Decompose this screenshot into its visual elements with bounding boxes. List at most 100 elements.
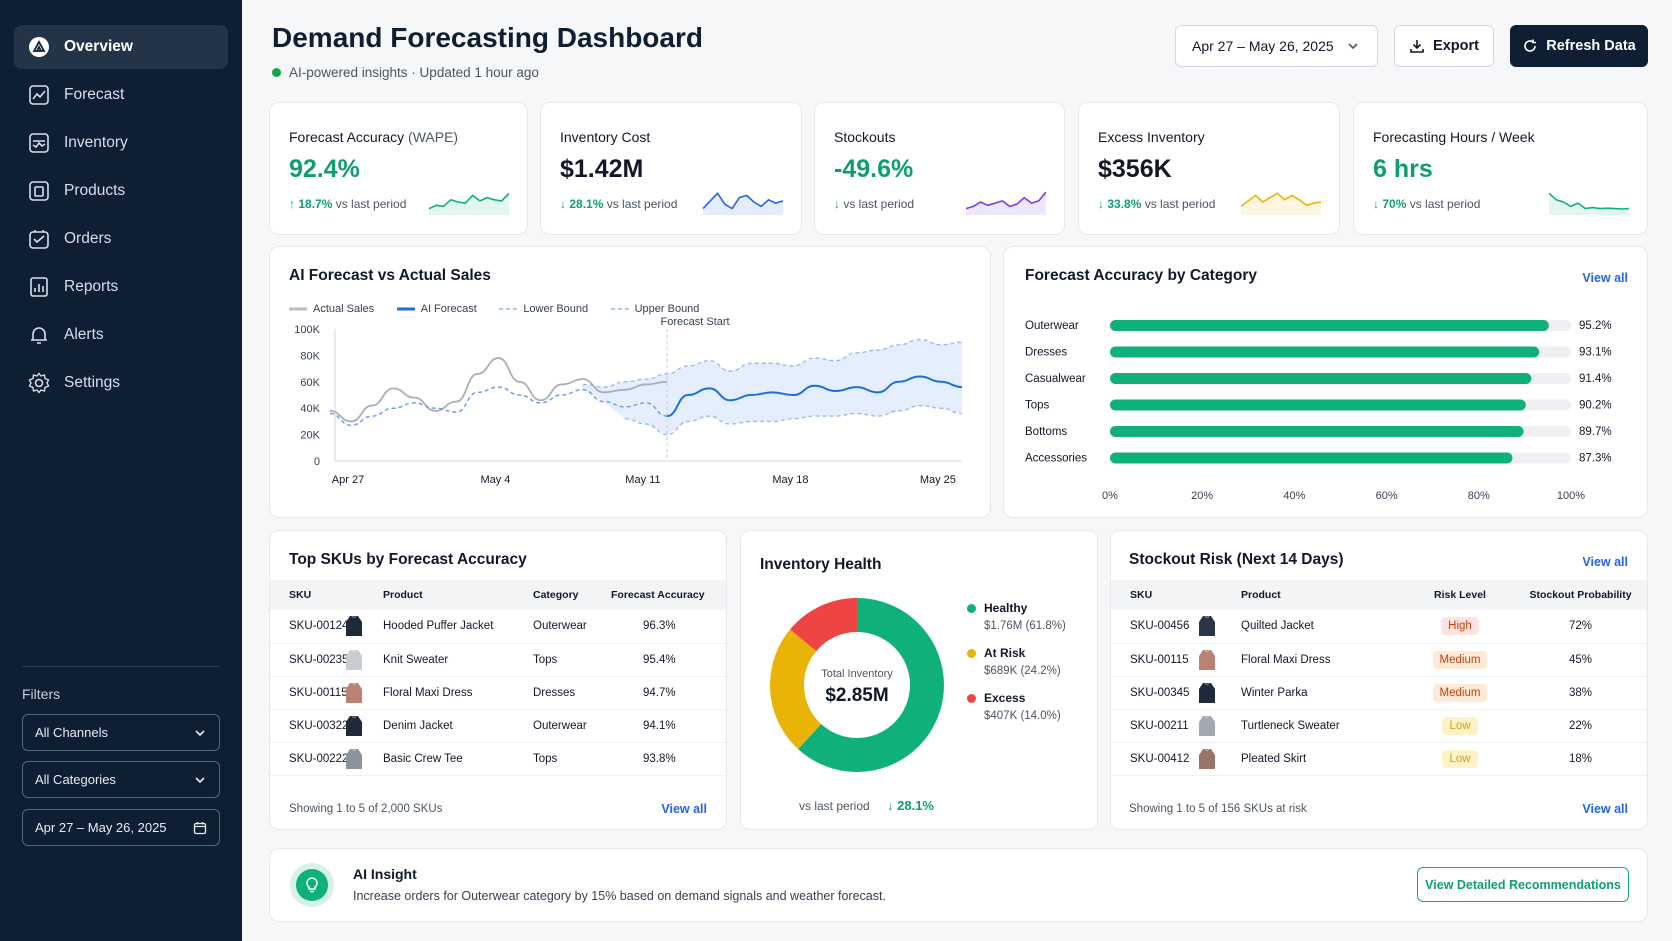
channel-filter-select[interactable]: All Channels: [22, 714, 220, 751]
arrow-icon: ↓: [1098, 197, 1104, 211]
top-skus-card: Top SKUs by Forecast Accuracy SKU Produc…: [269, 530, 727, 830]
date-filter-value: Apr 27 – May 26, 2025: [35, 820, 167, 835]
sku-cell: SKU-00115: [270, 676, 383, 710]
kpi-label: Excess Inventory: [1098, 129, 1205, 145]
page-subtitle: AI-powered insights · Updated 1 hour ago: [272, 65, 539, 80]
upper-bound-line: [582, 338, 963, 388]
legend-item-upper: Upper Bound: [610, 303, 700, 315]
sidebar-item-reports[interactable]: Reports: [14, 265, 228, 309]
sidebar-item-orders[interactable]: Orders: [14, 217, 228, 261]
refresh-data-button[interactable]: Refresh Data: [1510, 25, 1648, 67]
footer-label: vs last period: [799, 799, 870, 813]
card-title: Forecast Accuracy by Category: [1025, 267, 1258, 284]
probability-cell: 22%: [1514, 709, 1647, 743]
kpi-delta: ↑ 18.7% vs last period: [289, 197, 407, 211]
sku-cell: SKU-00222: [270, 742, 383, 776]
chevron-down-icon: [195, 776, 205, 783]
probability-cell: 38%: [1514, 676, 1647, 710]
arrow-icon: ↓: [1373, 197, 1379, 211]
table-footer-text: Showing 1 to 5 of 156 SKUs at risk: [1129, 803, 1307, 815]
table-row[interactable]: SKU-00322 Denim Jacket Outerwear 94.1%: [270, 709, 726, 743]
kpi-sparkline: [703, 192, 783, 215]
sku-cell: SKU-00322: [270, 709, 383, 743]
table-row[interactable]: SKU-00115 Floral Maxi Dress Medium 45%: [1111, 643, 1647, 677]
chart-legend: Actual Sales AI Forecast Lower Bound Upp…: [289, 299, 717, 317]
table-row[interactable]: SKU-00345 Winter Parka Medium 38%: [1111, 676, 1647, 710]
x-tick-label: Apr 27: [332, 474, 364, 486]
table-row[interactable]: SKU-00412 Pleated Skirt Low 18%: [1111, 742, 1647, 776]
table-row[interactable]: SKU-00456 Quilted Jacket High 72%: [1111, 610, 1647, 644]
y-tick-label: 0: [314, 456, 320, 468]
export-label: Export: [1433, 38, 1479, 54]
bar-category-label: Tops: [1025, 400, 1050, 412]
kpi-delta: ↓ vs last period: [834, 197, 915, 211]
sku-cell: SKU-00412: [1111, 742, 1241, 776]
sidebar-item-settings[interactable]: Settings: [14, 361, 228, 405]
category-cell: Tops: [533, 742, 611, 776]
product-cell: Hooded Puffer Jacket: [346, 610, 533, 644]
kpi-card: Excess Inventory $356K ↓ 33.8% vs last p…: [1078, 102, 1340, 235]
sidebar-item-products[interactable]: Products: [14, 169, 228, 213]
risk-badge: Low: [1442, 749, 1478, 768]
accuracy-cell: 94.7%: [611, 676, 726, 710]
x-tick-label: May 4: [480, 474, 510, 486]
product-thumbnail: [346, 715, 362, 736]
legend-item: Healthy $1.76M (61.8%): [967, 601, 1066, 632]
sidebar-item-forecast[interactable]: Forecast: [14, 73, 228, 117]
channel-filter-value: All Channels: [35, 725, 108, 740]
y-tick-label: 60K: [300, 377, 320, 389]
product-cell: Denim Jacket: [346, 709, 533, 743]
donut-legend: Healthy $1.76M (61.8%) At Risk $689K (24.…: [967, 601, 1066, 736]
column-header: Category: [533, 580, 611, 610]
category-filter-value: All Categories: [35, 772, 116, 787]
table-row[interactable]: SKU-00235 Knit Sweater Tops 95.4%: [270, 643, 726, 677]
kpi-label: Inventory Cost: [560, 129, 651, 145]
column-header: SKU: [1111, 580, 1241, 610]
product-cell: Winter Parka: [1199, 676, 1406, 710]
bar: [1110, 346, 1540, 358]
product-cell: Basic Crew Tee: [346, 742, 533, 776]
category-filter-select[interactable]: All Categories: [22, 761, 220, 798]
kpi-card: Forecast Accuracy (WAPE) 92.4% ↑ 18.7% v…: [269, 102, 528, 235]
kpi-sparkline: [429, 192, 509, 215]
table-row[interactable]: SKU-00115 Floral Maxi Dress Dresses 94.7…: [270, 676, 726, 710]
export-button[interactable]: Export: [1394, 25, 1494, 67]
ai-forecast-history-line: [329, 386, 668, 427]
product-thumbnail: [1199, 615, 1215, 637]
legend-item-forecast: AI Forecast: [396, 303, 477, 315]
date-range-select[interactable]: Apr 27 – May 26, 2025: [1175, 25, 1378, 67]
sidebar-item-overview[interactable]: Overview: [14, 25, 228, 69]
kpi-value: $1.42M: [560, 155, 644, 183]
table-row[interactable]: SKU-00222 Basic Crew Tee Tops 93.8%: [270, 742, 726, 776]
bar-category-label: Accessories: [1025, 453, 1087, 465]
sidebar-item-label: Overview: [64, 38, 133, 55]
date-filter-input[interactable]: Apr 27 – May 26, 2025: [22, 809, 220, 846]
bell-icon: [31, 327, 47, 344]
lightbulb-icon: [306, 877, 318, 893]
accuracy-cell: 93.8%: [611, 742, 726, 776]
sku-cell: SKU-00235: [270, 643, 383, 677]
sku-cell: SKU-00124: [270, 610, 383, 644]
legend-item: Excess $407K (14.0%): [967, 691, 1066, 722]
product-cell: Floral Maxi Dress: [346, 676, 533, 710]
sidebar-item-inventory[interactable]: Inventory: [14, 121, 228, 165]
sidebar-item-label: Settings: [64, 374, 121, 391]
table-row[interactable]: SKU-00211 Turtleneck Sweater Low 22%: [1111, 709, 1647, 743]
table-footer-text: Showing 1 to 5 of 2,000 SKUs: [289, 803, 443, 815]
view-recommendations-button[interactable]: View Detailed Recommendations: [1417, 867, 1629, 902]
sidebar-item-label: Products: [64, 182, 126, 199]
x-tick-label: 60%: [1376, 490, 1398, 502]
insight-title: AI Insight: [353, 866, 417, 882]
view-all-link[interactable]: View all: [1582, 802, 1628, 816]
x-tick-label: 80%: [1468, 490, 1490, 502]
sidebar-item-alerts[interactable]: Alerts: [14, 313, 228, 357]
product-cell: Knit Sweater: [346, 643, 533, 677]
actual-sales-line: [329, 357, 668, 423]
risk-cell: Medium: [1406, 643, 1514, 677]
view-all-link[interactable]: View all: [1582, 271, 1628, 285]
table-row[interactable]: SKU-00124 Hooded Puffer Jacket Outerwear…: [270, 610, 726, 644]
stockout-table: SKU Product Risk Level Stockout Probabil…: [1111, 580, 1647, 776]
view-all-link[interactable]: View all: [1582, 555, 1628, 569]
subtitle-text: AI-powered insights · Updated 1 hour ago: [289, 65, 539, 80]
view-all-link[interactable]: View all: [661, 802, 707, 816]
